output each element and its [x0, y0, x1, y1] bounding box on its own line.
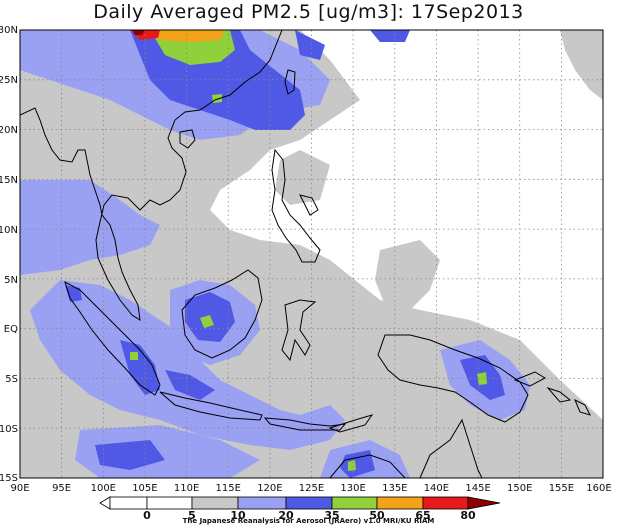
colorbar-label: 5 — [188, 509, 196, 522]
colorbar-swatch — [191, 496, 239, 510]
lon-tick-label: 140E — [424, 483, 449, 494]
lon-tick-label: 130E — [340, 483, 365, 494]
lat-tick-label: EQ — [4, 324, 18, 335]
latitude-axis: 30N 25N 20N 15N 10N 5N EQ 5S 10S 15S — [0, 25, 18, 484]
lon-tick-label: 155E — [549, 483, 574, 494]
data-credit: The Japanese Reanalysis for Aerosol (JRA… — [182, 517, 435, 525]
colorbar-swatch — [109, 496, 148, 510]
colorbar-label: 80 — [460, 509, 476, 522]
colorbar-swatch — [422, 496, 469, 510]
colorbar-label: 10 — [230, 509, 246, 522]
colorbar-swatch — [237, 496, 287, 510]
lon-tick-label: 100E — [91, 483, 116, 494]
lat-tick-label: 25N — [0, 75, 18, 86]
colorbar-label: 20 — [278, 509, 294, 522]
lat-tick-label: 10S — [0, 424, 18, 435]
lon-tick-label: 105E — [132, 483, 157, 494]
lat-tick-label: 5N — [4, 275, 18, 286]
longitude-axis: 90E 95E 100E 105E 110E 115E 120E 125E 13… — [10, 483, 611, 494]
colorbar-label: 0 — [143, 509, 151, 522]
colorbar-label: 65 — [415, 509, 430, 522]
map-frame — [19, 29, 604, 479]
coastlines — [20, 30, 591, 478]
colorbar-swatch — [146, 496, 193, 510]
colorbar-swatch — [285, 496, 333, 510]
lon-tick-label: 120E — [257, 483, 282, 494]
lon-tick-label: 95E — [52, 483, 71, 494]
colorbar-labels: 0 5 10 20 35 50 65 80 — [143, 509, 476, 522]
lat-tick-label: 30N — [0, 25, 18, 36]
lat-tick-label: 15N — [0, 175, 18, 186]
colorbar-label: 35 — [324, 509, 339, 522]
lat-tick-label: 15S — [0, 473, 18, 484]
colorbar-min-arrow — [99, 496, 111, 510]
lon-tick-label: 150E — [507, 483, 532, 494]
lat-tick-label: 5S — [5, 374, 18, 385]
lon-tick-label: 125E — [299, 483, 324, 494]
colorbar-swatch — [376, 496, 424, 510]
colorbar-max-arrow — [467, 496, 501, 510]
lon-tick-label: 135E — [382, 483, 407, 494]
map-title: Daily Averaged PM2.5 [ug/m3]: 17Sep2013 — [93, 1, 524, 23]
lon-tick-label: 115E — [215, 483, 240, 494]
lat-tick-label: 20N — [0, 125, 18, 136]
lat-tick-label: 10N — [0, 225, 18, 236]
lon-tick-label: 90E — [10, 483, 29, 494]
pm25-50-65-regions — [140, 30, 225, 42]
pm25-field — [20, 30, 603, 478]
lon-tick-label: 145E — [465, 483, 490, 494]
colorbar-label: 50 — [369, 509, 385, 522]
lon-tick-label: 110E — [174, 483, 199, 494]
lon-tick-label: 160E — [586, 483, 611, 494]
colorbar-swatch — [331, 496, 378, 510]
colorbar — [99, 496, 501, 510]
